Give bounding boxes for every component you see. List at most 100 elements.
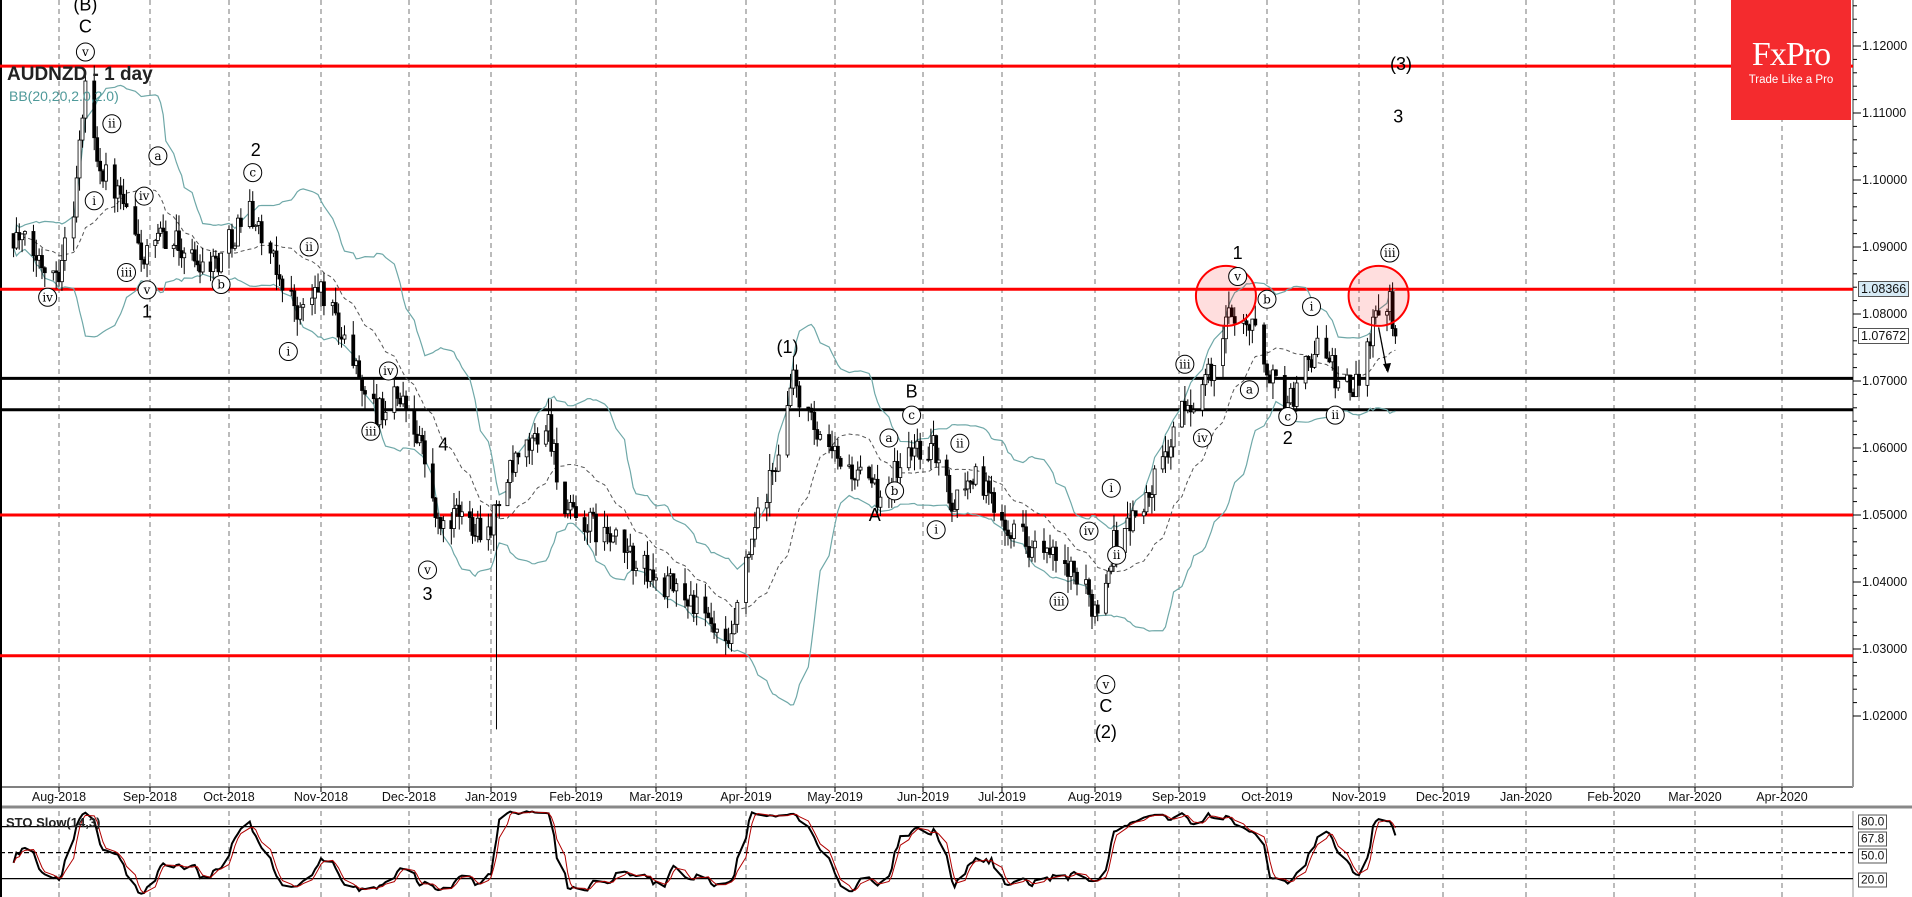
- candle: [1345, 368, 1350, 383]
- candle-body: [594, 513, 598, 543]
- wave-label-circle: [1239, 380, 1259, 400]
- candle-body: [1045, 547, 1049, 553]
- candle-body: [950, 502, 954, 512]
- candle-body: [460, 511, 464, 517]
- candle-body: [1168, 446, 1173, 458]
- candle-body: [1268, 374, 1272, 384]
- wave-label: v: [143, 283, 151, 297]
- candle: [1271, 364, 1275, 399]
- candle: [1348, 374, 1352, 401]
- candle-body: [289, 289, 294, 292]
- wave-label-circle: [1380, 243, 1400, 263]
- candle: [723, 616, 728, 655]
- wave-label: iii: [365, 424, 377, 438]
- candle-body: [1042, 540, 1046, 553]
- candle-body: [380, 398, 385, 421]
- candle: [1253, 305, 1258, 327]
- candle-body: [744, 556, 748, 603]
- date-label: Apr-2019: [720, 790, 772, 804]
- candle: [1109, 563, 1114, 575]
- wave-label-circle: [38, 287, 58, 307]
- candle: [588, 507, 593, 543]
- candle: [973, 463, 978, 487]
- candle: [1042, 528, 1046, 560]
- candle: [1203, 368, 1208, 396]
- candle: [71, 201, 76, 251]
- candle-body: [1066, 563, 1070, 577]
- candle-body: [563, 481, 567, 515]
- bollinger-lower: [13, 247, 1396, 706]
- price-label: 1.12000: [1862, 39, 1908, 53]
- candle: [145, 238, 149, 278]
- candle: [62, 226, 67, 271]
- candle: [1072, 560, 1076, 585]
- candle: [965, 471, 970, 500]
- candle-body: [723, 628, 728, 642]
- candle-body: [14, 232, 19, 249]
- highlight-circle: [1347, 264, 1410, 327]
- candle-body: [827, 434, 831, 448]
- candle-body: [912, 447, 917, 457]
- candle-body: [1324, 337, 1329, 359]
- candle-body: [1371, 316, 1375, 347]
- candle-body: [1141, 511, 1146, 517]
- candle: [1268, 370, 1272, 384]
- candle-body: [785, 405, 790, 456]
- candle: [1200, 376, 1205, 417]
- date-label: Dec-2018: [381, 790, 437, 804]
- candle: [1006, 520, 1010, 546]
- candle-body: [715, 628, 719, 633]
- candle: [1212, 365, 1217, 397]
- candle-body: [77, 139, 82, 179]
- wave-label-circle: [1107, 545, 1127, 565]
- candle: [1069, 556, 1073, 590]
- candle-body: [1274, 369, 1278, 376]
- wave-label-circle: [1049, 591, 1069, 611]
- wave-label: iii: [121, 265, 133, 279]
- candle-body: [298, 306, 303, 320]
- candle-body: [1365, 341, 1370, 386]
- candle-body: [554, 443, 559, 483]
- candle: [585, 524, 590, 545]
- candle-body: [1150, 494, 1154, 498]
- wave-label-circle: [418, 560, 438, 580]
- candle-body: [651, 569, 656, 581]
- price-label: 1.11000: [1862, 106, 1907, 120]
- candle: [412, 395, 417, 447]
- candle: [54, 261, 59, 289]
- candle-body: [797, 385, 802, 408]
- candle-body: [342, 334, 347, 340]
- candle: [420, 427, 425, 455]
- sto-level-label: 67.8: [1858, 831, 1888, 847]
- candle-body: [213, 255, 218, 259]
- candle-body: [161, 227, 166, 232]
- candle: [1133, 510, 1138, 518]
- sto-d-line: [13, 811, 1396, 894]
- candle-body: [1027, 546, 1031, 558]
- candle: [98, 148, 102, 185]
- candle-body: [753, 527, 757, 540]
- candle-body: [776, 454, 781, 472]
- sto-level-label: 20.0: [1858, 872, 1888, 888]
- candle: [497, 500, 502, 519]
- candle: [295, 296, 300, 336]
- candle-body: [712, 623, 716, 633]
- candle: [23, 230, 27, 246]
- candle-body: [62, 237, 67, 261]
- candle-body: [247, 200, 252, 227]
- ask-price-marker: 1.08366: [1858, 281, 1910, 298]
- candle-body: [1048, 547, 1052, 555]
- candle: [1376, 294, 1381, 316]
- candle: [250, 191, 255, 229]
- candle: [1066, 547, 1070, 593]
- date-label: Feb-2019: [549, 790, 603, 804]
- candle-body: [764, 502, 769, 509]
- candle: [422, 430, 427, 478]
- candle-body: [219, 252, 224, 273]
- candle-body: [614, 529, 618, 537]
- candle-body: [955, 489, 960, 510]
- wave-label-circle: [1257, 289, 1277, 309]
- candle: [1160, 445, 1165, 473]
- candle-body: [271, 250, 276, 254]
